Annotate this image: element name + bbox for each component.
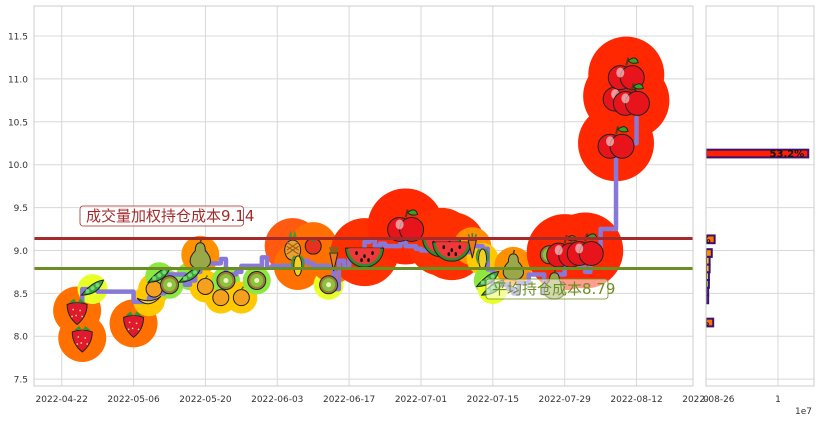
- x-tick-label: 2022-05-20: [179, 395, 232, 405]
- side-bar-label: %: [701, 235, 711, 246]
- side-grid: [705, 6, 814, 386]
- apple-icon: [387, 209, 425, 242]
- watermelon-icon: [432, 241, 472, 262]
- y-tick-label: 11.5: [8, 33, 28, 43]
- main-axes: 2022-04-22 2022-05-06 2022-05-20 2022-06-03…: [8, 5, 735, 405]
- apple-icon: [597, 126, 635, 159]
- x-tick-label: 2022-08-12: [610, 395, 662, 405]
- side-bar-label: 53.2%: [770, 149, 805, 160]
- strawberry-icon: [123, 311, 145, 339]
- x-tick-label: 2022-07-29: [539, 395, 592, 405]
- corn-icon: [291, 255, 305, 277]
- reference-label-box: [485, 278, 609, 300]
- reference-label: 平均持仓成本8.79: [492, 280, 615, 298]
- orange-icon: [212, 286, 230, 307]
- x-tick-label: 2022-07-15: [467, 395, 519, 405]
- side-bar: [706, 317, 715, 328]
- kiwi-icon: [159, 275, 179, 295]
- side-bar: [706, 248, 713, 258]
- apple-icon: [612, 83, 650, 116]
- side-plot-frame: [705, 5, 815, 387]
- y-tick-label: 9.0: [14, 247, 29, 257]
- side-bar: [706, 255, 711, 266]
- strawberry-icon: [71, 325, 93, 353]
- apple-icon: [566, 233, 604, 266]
- y-tick-label: 7.5: [14, 376, 28, 386]
- side-chart: 53.2%%% 0 1 1e7: [699, 5, 815, 417]
- x-tick-label: 2022-06-03: [251, 395, 303, 405]
- kiwi-icon: [319, 275, 339, 295]
- y-tick-label: 9.5: [14, 204, 28, 214]
- side-bar: [706, 234, 716, 245]
- reference-label: 成交量加权持仓成本9.14: [86, 207, 254, 225]
- side-x-tick-label: 0: [703, 395, 709, 405]
- carrot-icon: [329, 246, 339, 272]
- y-tick-label: 8.5: [14, 290, 28, 300]
- side-bar: [706, 294, 710, 305]
- x-tick-label: 2022-05-06: [107, 395, 160, 405]
- plot-frame: [33, 5, 694, 387]
- y-tick-label: 8.0: [14, 333, 29, 343]
- strawberry-icon: [66, 298, 88, 326]
- kiwi-icon: [247, 270, 267, 290]
- reference-label-box: [79, 205, 244, 227]
- orange-icon: [196, 275, 214, 295]
- x-tick-label: 2022-06-17: [323, 395, 375, 405]
- side-scale-label: 1e7: [795, 407, 812, 417]
- y-tick-label: 11.0: [8, 75, 28, 85]
- y-tick-label: 10.0: [8, 161, 28, 171]
- banana-icon: [136, 295, 162, 305]
- reference-labels: 成交量加权持仓成本9.14 平均持仓成本8.79: [79, 205, 615, 300]
- reference-lines: [34, 236, 693, 270]
- x-tick-label: 2022-07-01: [395, 395, 447, 405]
- orange-icon: [232, 286, 250, 307]
- side-bars: 53.2%%%: [699, 148, 810, 329]
- apple-icon: [607, 57, 645, 91]
- watermelon-icon: [345, 247, 385, 268]
- side-bar: [706, 263, 711, 274]
- x-tick-label: 2022-08-26: [682, 395, 735, 405]
- side-axes: 0 1 1e7: [703, 5, 815, 417]
- pea-pod-icon: [147, 266, 171, 283]
- side-bar-label: %: [699, 318, 709, 329]
- y-tick-label: 10.5: [8, 118, 28, 128]
- side-x-tick-label: 1: [775, 395, 781, 405]
- pea-pod-icon: [80, 279, 105, 296]
- x-tick-label: 2022-04-22: [36, 395, 88, 405]
- side-bar: [706, 148, 810, 159]
- side-plot-area: [706, 6, 814, 386]
- kiwi-icon: [216, 270, 236, 290]
- corn-icon: [475, 248, 490, 270]
